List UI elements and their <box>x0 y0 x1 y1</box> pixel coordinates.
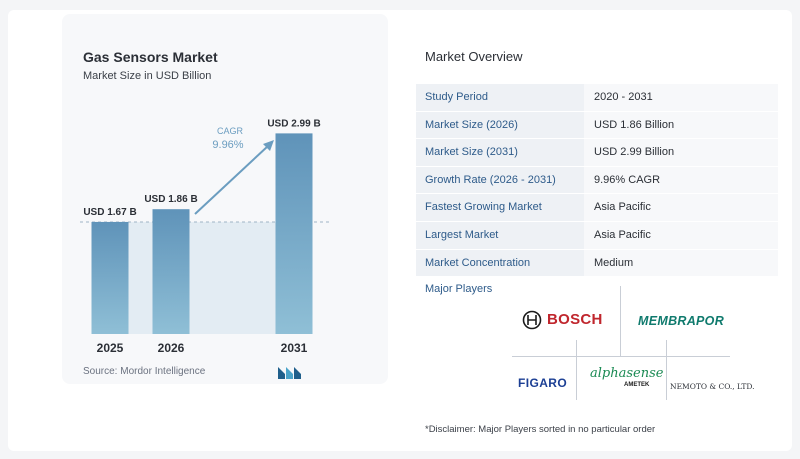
membrapor-wordmark: MEMBRAPOR <box>638 314 725 328</box>
logo-grid-divider <box>576 340 577 400</box>
overview-key: Growth Rate (2026 - 2031) <box>416 166 584 194</box>
overview-row: Study Period 2020 - 2031 <box>416 84 778 112</box>
bar-value-label: USD 1.67 B <box>83 207 136 218</box>
bosch-wordmark: BOSCH <box>547 311 603 328</box>
logo-grid-divider <box>512 356 730 357</box>
x-tick-label: 2026 <box>158 341 185 355</box>
chart-title: Gas Sensors Market <box>83 49 218 65</box>
disclaimer: *Disclaimer: Major Players sorted in no … <box>425 424 656 435</box>
x-tick-label: 2031 <box>281 341 308 355</box>
cagr-label: CAGR <box>217 126 244 136</box>
logo-grid-divider <box>620 286 621 356</box>
overview-key: Market Size (2026) <box>416 111 584 139</box>
chart-subtitle: Market Size in USD Billion <box>83 70 212 82</box>
major-players-title: Major Players <box>425 283 493 295</box>
x-tick-label: 2025 <box>97 341 124 355</box>
nemoto-logo: NEMOTO & CO., LTD. <box>670 376 755 391</box>
nemoto-wordmark: NEMOTO & CO., LTD. <box>670 382 755 391</box>
overview-key: Largest Market <box>416 221 584 249</box>
bar <box>152 209 190 334</box>
overview-row: Market Size (2026) USD 1.86 Billion <box>416 111 778 140</box>
bar-value-label: USD 1.86 B <box>144 194 197 205</box>
reference-band <box>128 221 276 334</box>
mordor-logo-icon <box>278 367 301 379</box>
overview-title: Market Overview <box>425 49 523 64</box>
figaro-logo: FIGARO <box>518 374 574 392</box>
ametek-wordmark: AMETEK <box>624 382 650 388</box>
overview-row: Market Concentration Medium <box>416 249 778 278</box>
overview-value: Asia Pacific <box>584 194 778 221</box>
overview-row: Growth Rate (2026 - 2031) 9.96% CAGR <box>416 166 778 195</box>
logo-grid-divider <box>666 340 667 400</box>
overview-row: Market Size (2031) USD 2.99 Billion <box>416 139 778 167</box>
overview-key: Market Size (2031) <box>416 139 584 166</box>
membrapor-logo: MEMBRAPOR <box>638 312 738 330</box>
cagr-value: 9.96% <box>212 139 243 151</box>
overview-value: USD 1.86 Billion <box>584 111 778 139</box>
bar <box>275 133 313 334</box>
figaro-wordmark: FIGARO <box>518 376 568 390</box>
overview-table: Study Period 2020 - 2031 Market Size (202… <box>416 84 778 278</box>
overview-value: USD 2.99 Billion <box>584 139 778 166</box>
bosch-armature-icon <box>522 310 542 330</box>
alphasense-wordmark: alphasense <box>590 366 664 381</box>
overview-key: Market Concentration <box>416 249 584 277</box>
bosch-logo: BOSCH <box>522 309 612 331</box>
overview-key: Study Period <box>416 84 584 111</box>
overview-key: Fastest Growing Market <box>416 194 584 221</box>
bar-chart: USD 1.67 B 2025 USD 1.86 B 2026 USD 2.99 B 20… <box>80 118 330 355</box>
overview-value: Medium <box>584 249 778 277</box>
alphasense-logo: alphasense AMETEK <box>590 366 664 394</box>
cagr-arrow <box>194 145 269 215</box>
source-label: Source: Mordor Intelligence <box>83 366 206 377</box>
overview-value: 9.96% CAGR <box>584 166 778 194</box>
overview-row: Fastest Growing Market Asia Pacific <box>416 194 778 222</box>
bar-value-label: USD 2.99 B <box>267 118 320 129</box>
cagr-arrowhead <box>263 140 274 151</box>
bar <box>91 221 129 334</box>
overview-value: Asia Pacific <box>584 221 778 249</box>
overview-value: 2020 - 2031 <box>584 84 778 111</box>
overview-row: Largest Market Asia Pacific <box>416 221 778 250</box>
